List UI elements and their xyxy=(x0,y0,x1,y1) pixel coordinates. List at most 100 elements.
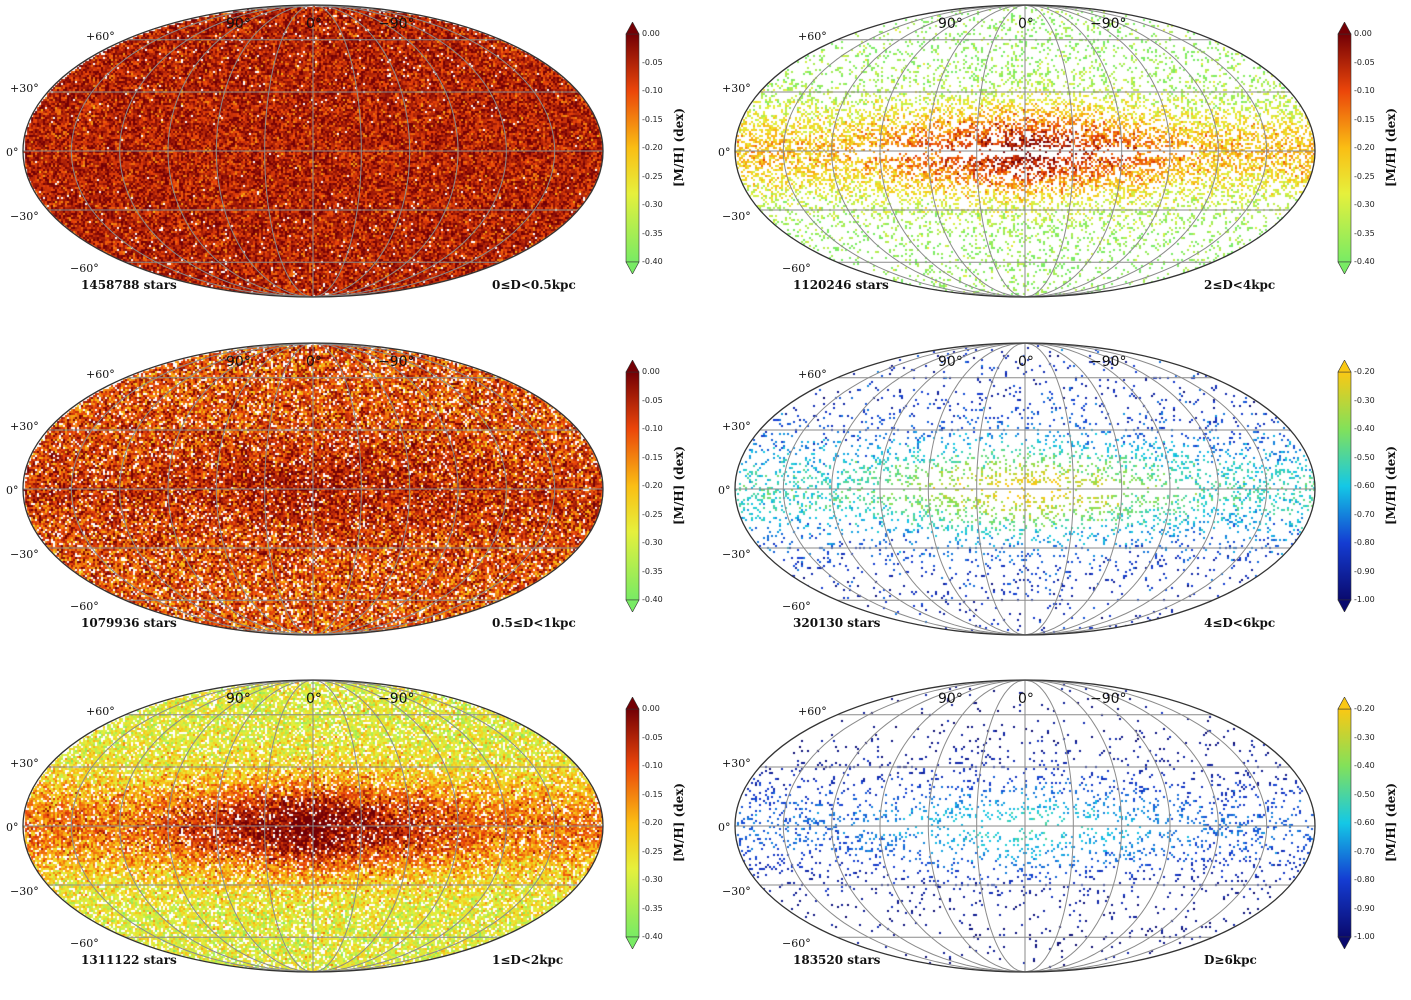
colorbar-extend-bottom xyxy=(1337,936,1352,949)
longitude-tick-label: 0° xyxy=(306,354,322,370)
colorbar: 0.00 -0.05 -0.10 -0.15 -0.20 -0.25 -0.30 -0.35 -… xyxy=(1334,22,1411,274)
colorbar-tick-label: -0.35 xyxy=(642,566,663,576)
latitude-tick-label: +30° xyxy=(10,420,39,433)
colorbar-tick-label: -0.05 xyxy=(642,57,663,67)
latitude-tick-label: −30° xyxy=(722,548,751,561)
longitude-tick-label: −90° xyxy=(378,691,415,707)
star-count-label: 1079936 stars xyxy=(81,616,177,630)
colorbar-tick-label: -0.90 xyxy=(1354,566,1375,576)
latitude-tick-label: −30° xyxy=(10,548,39,561)
colorbar-tick-label: -0.35 xyxy=(642,228,663,238)
longitude-tick-label: 90° xyxy=(226,691,251,707)
colorbar-tick-label: -0.70 xyxy=(1354,509,1375,519)
longitude-tick-label: 0° xyxy=(1018,354,1034,370)
colorbar-extend-top xyxy=(625,697,640,710)
longitude-tick-label: −90° xyxy=(378,354,415,370)
colorbar-tick-label: -0.15 xyxy=(1354,114,1375,124)
latitude-tick-label: +60° xyxy=(86,705,115,718)
colorbar-tick-label: -0.10 xyxy=(642,86,663,95)
latitude-tick-label: −60° xyxy=(782,937,811,950)
colorbar: 0.00 -0.05 -0.10 -0.15 -0.20 -0.25 -0.30 -0.35 -… xyxy=(622,22,702,274)
map-outline xyxy=(734,342,1316,636)
colorbar-extend-top xyxy=(625,360,640,373)
longitude-tick-label: −90° xyxy=(378,16,415,32)
latitude-tick-label: 0° xyxy=(6,821,19,834)
colorbar-tick-label: -0.20 xyxy=(1354,143,1375,152)
colorbar-tick-label: -0.20 xyxy=(642,143,663,152)
colorbar-tick-label: -0.15 xyxy=(642,452,663,462)
colorbar-axis-label: [M/H] (dex) xyxy=(672,107,686,187)
longitude-tick-label: −90° xyxy=(1090,691,1127,707)
colorbar-gradient xyxy=(1337,360,1352,612)
colorbar-bar xyxy=(625,708,640,938)
colorbar-tick-label: -0.30 xyxy=(1354,732,1375,742)
longitude-tick-label: 0° xyxy=(306,16,322,32)
mollweide-grid xyxy=(734,342,1316,636)
colorbar-axis-label: [M/H] (dex) xyxy=(1384,782,1398,862)
colorbar-tick-label: -0.25 xyxy=(642,846,663,856)
longitude-tick-label: 90° xyxy=(938,691,963,707)
colorbar-extend-bottom xyxy=(625,261,640,274)
longitude-tick-label: 0° xyxy=(1018,691,1034,707)
latitude-tick-label: +30° xyxy=(722,757,751,770)
latitude-tick-label: −60° xyxy=(70,937,99,950)
latitude-tick-label: −60° xyxy=(70,600,99,613)
colorbar-bar xyxy=(625,371,640,601)
colorbar-tick-label: -0.30 xyxy=(1354,395,1375,405)
colorbar-tick-label: -0.80 xyxy=(1354,875,1375,884)
colorbar-tick-label: -0.30 xyxy=(1354,200,1375,209)
colorbar-tick-label: -0.20 xyxy=(642,481,663,490)
colorbar-tick-label: -0.30 xyxy=(642,875,663,884)
sky-map-panel: +60° +30° 0° −30° −60° 90° 0° −90° 1458788 stars… xyxy=(0,0,705,325)
colorbar-tick-label: -0.20 xyxy=(1354,367,1375,376)
colorbar: -0.20 -0.30 -0.40 -0.50 -0.60 -0.70 -0.80 -0.90… xyxy=(1334,360,1411,612)
latitude-tick-label: +30° xyxy=(722,420,751,433)
sky-map-panel: +60° +30° 0° −30° −60° 90° 0° −90° 1120246 stars… xyxy=(712,0,1411,325)
colorbar-bar xyxy=(625,33,640,263)
latitude-tick-label: +60° xyxy=(798,368,827,381)
colorbar-tick-label: -0.40 xyxy=(642,595,663,604)
colorbar-tick-label: 0.00 xyxy=(642,29,660,38)
longitude-tick-label: −90° xyxy=(1090,354,1127,370)
colorbar-tick-label: -0.40 xyxy=(642,257,663,266)
colorbar-axis-label: [M/H] (dex) xyxy=(1384,107,1398,187)
colorbar-tick-label: -0.10 xyxy=(1354,86,1375,95)
mollweide-grid xyxy=(734,4,1316,298)
latitude-tick-label: 0° xyxy=(718,484,731,497)
colorbar-tick-label: -0.25 xyxy=(642,171,663,181)
colorbar-extend-bottom xyxy=(1337,599,1352,612)
colorbar-tick-label: -0.15 xyxy=(642,789,663,799)
latitude-tick-label: +30° xyxy=(722,82,751,95)
colorbar-tick-label: -0.20 xyxy=(1354,704,1375,713)
colorbar-tick-label: -0.25 xyxy=(1354,171,1375,181)
colorbar-extend-top xyxy=(1337,697,1352,710)
colorbar-gradient xyxy=(1337,697,1352,949)
star-count-label: 1120246 stars xyxy=(793,278,889,292)
colorbar-tick-label: -0.40 xyxy=(1354,761,1375,770)
colorbar-tick-label: -0.05 xyxy=(642,732,663,742)
star-count-label: 1311122 stars xyxy=(81,953,177,967)
colorbar-extend-top xyxy=(625,22,640,35)
colorbar-tick-label: -0.15 xyxy=(642,114,663,124)
colorbar-axis-label: [M/H] (dex) xyxy=(1384,445,1398,525)
colorbar-tick-label: -0.60 xyxy=(1354,481,1375,490)
distance-range-label: 0≤D<0.5kpc xyxy=(492,278,576,292)
colorbar-tick-label: -0.80 xyxy=(1354,538,1375,547)
colorbar-tick-label: -0.25 xyxy=(642,509,663,519)
longitude-tick-label: 90° xyxy=(938,354,963,370)
longitude-tick-label: −90° xyxy=(1090,16,1127,32)
colorbar-tick-label: -0.30 xyxy=(642,200,663,209)
longitude-tick-label: 90° xyxy=(938,16,963,32)
map-outline xyxy=(22,4,604,298)
colorbar-tick-label: -0.10 xyxy=(642,424,663,433)
latitude-tick-label: +60° xyxy=(86,368,115,381)
map-outline xyxy=(22,342,604,636)
colorbar-bar xyxy=(1337,371,1352,601)
latitude-tick-label: −30° xyxy=(722,210,751,223)
star-count-label: 183520 stars xyxy=(793,953,881,967)
latitude-tick-label: +30° xyxy=(10,757,39,770)
sky-map-panel: +60° +30° 0° −30° −60° 90° 0° −90° 320130 stars 4… xyxy=(712,338,1411,663)
colorbar-tick-label: -0.50 xyxy=(1354,452,1375,462)
colorbar-extend-bottom xyxy=(1337,261,1352,274)
distance-range-label: 1≤D<2kpc xyxy=(492,953,564,967)
